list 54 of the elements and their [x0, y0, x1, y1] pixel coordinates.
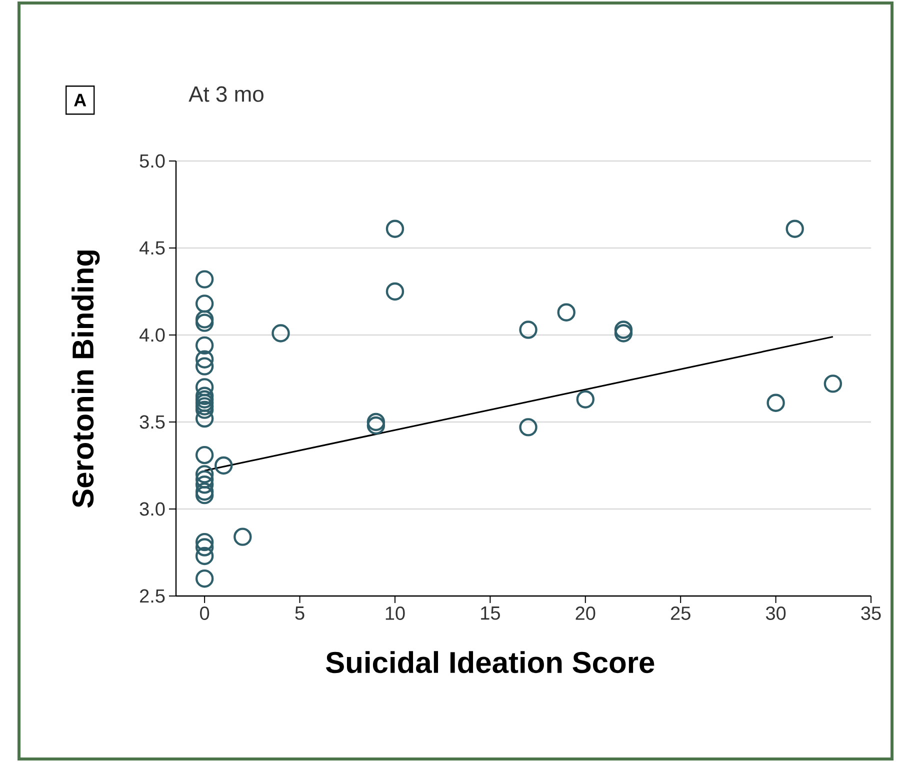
- y-tick-label: 3.0: [140, 502, 165, 516]
- point: [614, 324, 633, 342]
- x-tick-label: 30: [766, 606, 786, 620]
- point: [195, 294, 214, 313]
- point: [195, 409, 214, 428]
- point: [614, 320, 633, 339]
- point: [234, 528, 252, 546]
- y-tick-label: 4.5: [140, 241, 165, 255]
- point: [195, 357, 214, 376]
- x-axis-title: Suicidal Ideation Score: [326, 651, 654, 674]
- point: [272, 324, 290, 342]
- point: [195, 486, 214, 504]
- point: [195, 482, 214, 501]
- point: [195, 310, 214, 328]
- point: [576, 390, 594, 408]
- chart-title: At 3 mo: [188, 86, 264, 102]
- point: [195, 350, 214, 368]
- y-axis-title: Serotonin Binding: [72, 250, 100, 508]
- point: [519, 418, 538, 436]
- y-tick-label: 3.5: [140, 415, 165, 429]
- point: [195, 270, 214, 288]
- y-tick-label: 4.0: [140, 328, 165, 342]
- point: [386, 220, 404, 238]
- point: [557, 303, 576, 322]
- point: [195, 538, 214, 556]
- point: [766, 394, 785, 412]
- x-tick-label: 0: [200, 606, 210, 620]
- x-tick-label: 5: [295, 606, 304, 620]
- point: [195, 386, 214, 405]
- point: [195, 569, 214, 588]
- point: [519, 320, 538, 339]
- point: [386, 282, 404, 301]
- x-tick-label: 10: [386, 606, 405, 620]
- point: [195, 532, 214, 552]
- x-tick-label: 20: [576, 606, 596, 620]
- point: [824, 374, 842, 393]
- point: [195, 470, 214, 489]
- point: [214, 456, 233, 475]
- point: [366, 416, 386, 435]
- x-tick-label: 15: [481, 606, 500, 620]
- point: [195, 546, 214, 566]
- point: [366, 412, 386, 432]
- x-tick-label: 35: [861, 606, 881, 620]
- point: [195, 446, 214, 464]
- point: [195, 314, 214, 332]
- y-tick-label: 5.0: [140, 154, 165, 168]
- point: [195, 378, 214, 396]
- x-tick-label: 25: [670, 606, 690, 620]
- point: [195, 476, 214, 494]
- point: [195, 465, 214, 484]
- point: [195, 336, 214, 355]
- point: [786, 220, 804, 238]
- text: A: [74, 94, 86, 106]
- y-tick-label: 2.5: [140, 589, 165, 603]
